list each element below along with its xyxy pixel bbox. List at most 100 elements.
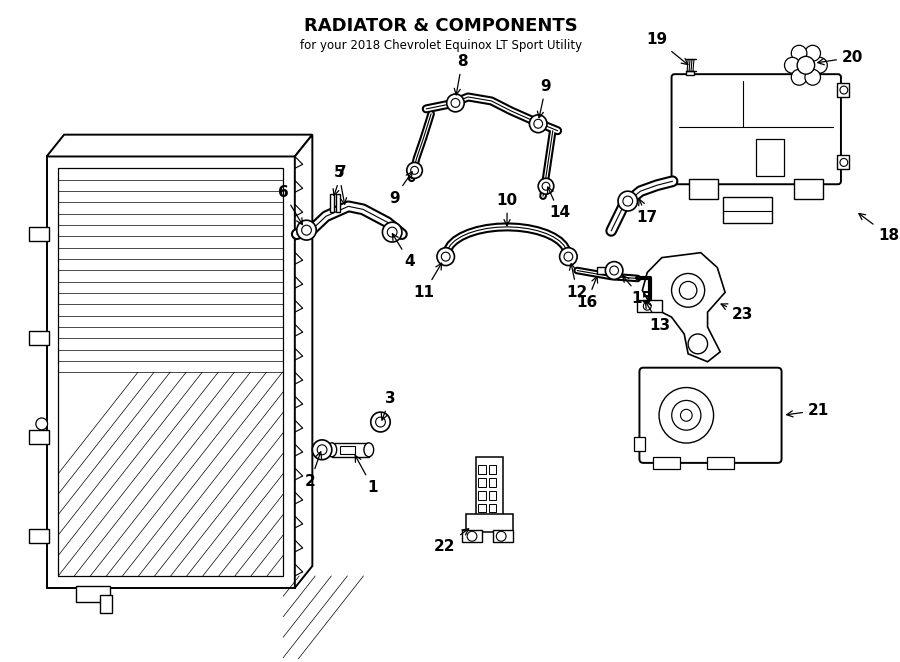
Circle shape [680,281,697,299]
Text: 22: 22 [434,529,469,553]
Bar [478,504,486,512]
Bar [47,156,295,588]
Text: RADIATOR & COMPONENTS: RADIATOR & COMPONENTS [304,17,578,34]
Bar [100,594,112,612]
Text: 17: 17 [636,199,658,226]
Bar [330,195,334,213]
Circle shape [797,56,814,74]
Text: 16: 16 [576,276,598,310]
Text: 5: 5 [333,165,346,205]
FancyBboxPatch shape [671,74,841,184]
Circle shape [542,182,550,190]
Text: 20: 20 [818,50,863,65]
Circle shape [680,409,692,421]
Bar [489,504,496,512]
Text: 8: 8 [454,54,468,95]
Circle shape [659,387,714,443]
FancyBboxPatch shape [639,367,781,463]
Bar [634,437,645,451]
Bar [597,267,607,275]
Circle shape [451,99,460,107]
Polygon shape [295,134,312,588]
Text: 13: 13 [645,302,670,332]
Circle shape [317,445,327,455]
Bar [29,430,49,444]
Circle shape [312,440,332,459]
Text: 23: 23 [721,304,753,322]
Text: 12: 12 [566,263,588,300]
Circle shape [382,222,402,242]
Circle shape [529,115,547,132]
Circle shape [467,532,477,542]
Circle shape [375,417,385,427]
Text: 4: 4 [392,234,415,269]
Circle shape [387,227,397,237]
Bar [706,457,733,469]
Text: 1: 1 [356,455,378,495]
Circle shape [609,266,618,275]
Bar [489,465,496,474]
Ellipse shape [327,443,337,457]
Bar [478,465,486,474]
Circle shape [840,86,848,94]
Text: 11: 11 [414,263,442,300]
Circle shape [564,252,572,261]
Text: 9: 9 [537,79,552,118]
Text: 3: 3 [382,391,395,420]
Bar [478,478,486,487]
Circle shape [606,261,623,279]
Circle shape [297,220,316,240]
Circle shape [302,225,311,235]
Circle shape [371,412,391,432]
Bar [76,586,110,602]
Circle shape [446,94,464,112]
Circle shape [671,273,705,307]
Bar [29,227,49,241]
Text: 19: 19 [646,32,688,65]
Circle shape [805,45,821,61]
Circle shape [410,166,419,174]
Circle shape [791,45,807,61]
Circle shape [441,252,450,261]
Bar [336,195,340,213]
Text: 9: 9 [389,172,412,206]
Bar [332,443,369,457]
Polygon shape [643,253,725,361]
Bar [837,156,849,169]
Bar [466,514,513,532]
Circle shape [538,178,554,194]
Text: 6: 6 [278,185,302,224]
Circle shape [496,532,506,542]
Ellipse shape [364,443,374,457]
Text: 15: 15 [623,275,652,306]
Text: 10: 10 [497,193,518,226]
Text: 2: 2 [305,451,321,489]
Bar [689,179,718,199]
Bar [29,331,49,345]
Bar [339,446,356,453]
Circle shape [623,196,633,206]
Text: 7: 7 [333,165,346,195]
Bar [724,197,772,223]
Circle shape [560,248,577,265]
Bar [463,530,482,542]
Circle shape [436,248,454,265]
Text: 14: 14 [547,187,571,220]
Circle shape [644,303,651,310]
Text: 21: 21 [787,403,829,418]
Bar [489,491,496,500]
Polygon shape [47,134,312,156]
Circle shape [618,191,637,211]
Circle shape [805,70,821,85]
Circle shape [534,119,543,128]
Bar [493,530,513,542]
Circle shape [671,401,701,430]
Text: 18: 18 [859,214,899,244]
Bar [686,71,694,75]
Circle shape [785,58,800,73]
Bar [489,478,496,487]
Bar [653,457,680,469]
Bar [637,301,662,312]
Bar [837,83,849,97]
Circle shape [36,418,48,430]
